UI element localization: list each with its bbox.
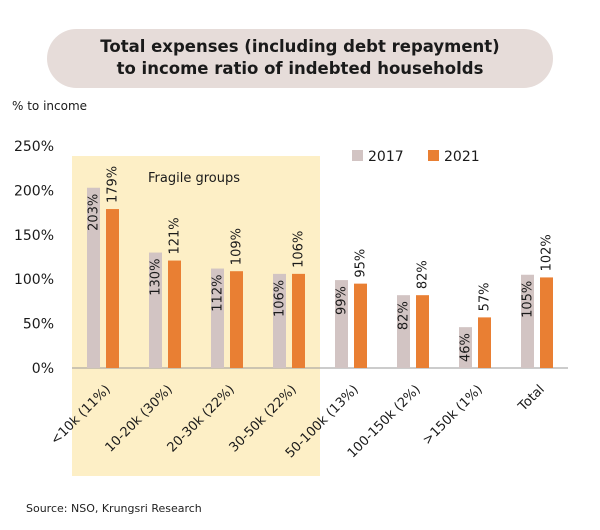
bar-2021 [292,273,305,368]
bar-value-label-2017: 82% [397,301,412,330]
y-tick-label: 250% [14,139,54,155]
bar-value-label-2017: 203% [87,194,102,231]
bar-2021 [354,283,367,368]
bar-2021 [540,277,553,368]
bar-value-label-2021: 57% [478,282,493,311]
bar-2017 [397,295,410,368]
chart-title-line-2: to income ratio of indebted households [116,59,484,78]
bar-2017 [521,274,534,368]
y-tick-label: 50% [23,317,54,333]
bar-2021 [168,260,181,368]
bar-value-label-2021: 82% [416,260,431,289]
bar-value-label-2017: 105% [521,281,536,318]
y-tick-label: 0% [32,361,54,377]
chart-title: Total expenses (including debt repayment… [47,29,553,88]
x-tick-label: Total [515,382,548,415]
chart-title-line-1: Total expenses (including debt repayment… [100,37,500,56]
legend-label-2017: 2017 [368,149,404,165]
bar-2017 [211,268,224,368]
bar-2021 [478,317,491,368]
y-axis-title: % to income [12,99,87,113]
x-tick-label: >150k (1%) [420,382,486,448]
bar-value-label-2017: 106% [273,280,288,317]
fragile-groups-label: Fragile groups [148,171,240,186]
bar-value-label-2021: 179% [106,166,121,203]
bar-2021 [416,295,429,368]
bar-value-label-2021: 95% [354,249,369,278]
bar-value-label-2021: 106% [292,231,307,268]
bar-value-label-2021: 121% [168,217,183,254]
bar-2017 [459,327,472,368]
bar-value-label-2017: 46% [459,333,474,362]
bar-value-label-2017: 99% [335,286,350,315]
y-tick-label: 100% [14,272,54,288]
bar-value-label-2021: 102% [540,234,555,271]
bar-value-label-2017: 112% [211,275,226,312]
legend-label-2021: 2021 [444,149,480,165]
bar-2021 [106,209,119,368]
bar-2017 [149,252,162,368]
y-tick-label: 150% [14,228,54,244]
bar-2021 [230,271,243,368]
bar-value-label-2017: 130% [149,259,164,296]
source-note: Source: NSO, Krungsri Research [26,502,202,515]
bar-2017 [273,273,286,368]
y-tick-label: 200% [14,183,54,199]
bar-2017 [87,187,100,368]
legend-swatch-2021 [428,150,439,161]
bar-value-label-2021: 109% [230,228,245,265]
legend-swatch-2017 [352,150,363,161]
bar-2017 [335,280,348,368]
